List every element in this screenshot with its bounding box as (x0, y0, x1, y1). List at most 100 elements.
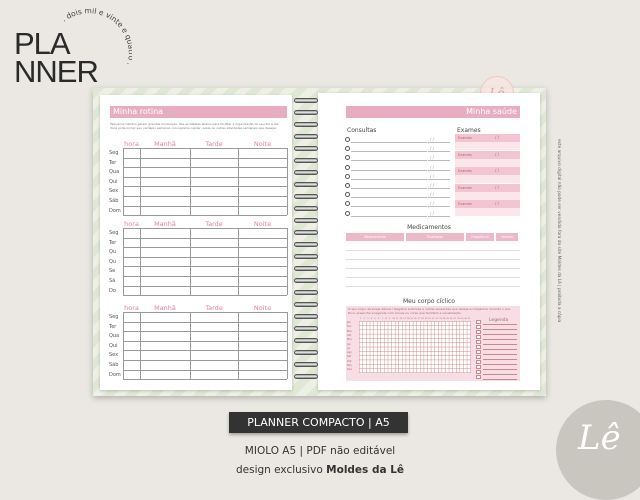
day-number: 6 (378, 318, 380, 320)
spiral-ring (294, 194, 318, 199)
brand-circle: Lê (556, 400, 640, 500)
row-line (123, 321, 287, 323)
row-line (123, 369, 287, 371)
row-line (123, 350, 287, 352)
ciclico-box: O seu corpo dá sinais diários ! Registre… (346, 306, 520, 381)
column-header-noite: Noite (253, 304, 272, 312)
row-line (123, 176, 287, 178)
day-number: 1 (360, 318, 362, 320)
consulta-line (351, 160, 427, 162)
exame-date: / / (495, 135, 499, 140)
consulta-line (351, 142, 427, 143)
day-number: 11 (396, 318, 399, 320)
spiral-ring (294, 230, 318, 235)
medicamento-row-line (346, 250, 520, 251)
legend-line (483, 374, 517, 375)
left-page: Minha rotina Pequenos hábitos geram gran… (100, 95, 292, 390)
day-label: Seg (109, 150, 119, 156)
spiral-ring (294, 302, 318, 307)
date-placeholder: / / (430, 155, 434, 161)
legend-line (483, 344, 517, 345)
column-line (123, 312, 124, 380)
date-placeholder: / / (430, 164, 434, 170)
spiral-ring (294, 278, 318, 283)
day-number: 22 (435, 318, 439, 320)
row-line (123, 215, 287, 217)
day-number: 28 (457, 318, 460, 320)
exame-date: / / (495, 151, 499, 157)
month-label: Set (347, 355, 352, 359)
spiral-ring (294, 98, 318, 103)
day-number: 8 (385, 318, 387, 320)
exame-row: Exames (455, 150, 520, 159)
medicamentos-column-header: Horário (496, 233, 518, 241)
spiral-ring (294, 290, 318, 295)
day-label: Qua (109, 333, 120, 340)
day-number: 12 (399, 318, 403, 320)
row-line (123, 237, 287, 239)
logo-line-2: NNER (14, 54, 99, 89)
spiral-ring (294, 374, 318, 379)
row-line (123, 340, 287, 342)
row-line (123, 295, 287, 297)
spiral-ring (294, 110, 318, 115)
row-line (123, 360, 287, 361)
medicamentos-column-header: Finalidade (406, 233, 464, 241)
checkbox-circle-icon (345, 146, 350, 152)
column-header-manhã: Manhã (154, 220, 176, 228)
date-placeholder: / / (430, 183, 434, 188)
spiral-ring (294, 254, 318, 259)
day-number: 9 (388, 318, 391, 320)
date-line (428, 160, 450, 162)
routine-title: Minha rotina (110, 106, 287, 118)
spiral-ring (294, 122, 318, 127)
month-label: Jul (347, 346, 351, 350)
day-number: 3 (367, 318, 369, 320)
logo-tagline-arc: . dois mil e vinte e quatro . (60, 8, 132, 66)
product-line-1: MIOLO A5 | PDF não editável (244, 445, 396, 457)
date-line (428, 188, 450, 189)
column-header-hora: hora (124, 140, 139, 148)
day-label: Qua (109, 169, 120, 176)
spiral-ring (294, 218, 318, 223)
product-tag: PLANNER COMPACTO | A5 (229, 412, 408, 433)
day-number: 30 (464, 318, 467, 320)
spiral-ring (294, 206, 318, 211)
date-placeholder: / / (430, 146, 434, 152)
consulta-line (351, 197, 427, 199)
exame-row: Exames (455, 134, 520, 142)
month-label: Abr (347, 333, 352, 337)
day-number: 2 (363, 318, 365, 320)
legend-line (483, 364, 517, 365)
row-line (123, 276, 287, 277)
exame-row: Exames (455, 183, 520, 192)
column-line (287, 148, 288, 216)
consultas-label: Consultas (347, 127, 377, 134)
legend-line (483, 324, 517, 325)
date-line (428, 151, 450, 153)
column-header-tarde: Tarde (205, 140, 223, 148)
exame-date: / / (495, 168, 499, 173)
legend-line (483, 349, 517, 350)
day-label: Qui (109, 178, 118, 185)
checkbox-circle-icon (345, 164, 350, 170)
legend-checkbox (476, 325, 481, 329)
row-line (123, 167, 287, 169)
copyright-note: este arquivo digital não pode ser vendid… (556, 139, 561, 323)
planner-logo: PLA NNER (14, 28, 99, 89)
day-label: Sáb (109, 362, 119, 368)
routine-description: Pequenos hábitos geram grandes mudanças.… (110, 122, 280, 130)
column-header-tarde: Tarde (205, 220, 223, 228)
row-line (123, 228, 287, 229)
day-number: 31 (468, 318, 471, 320)
consulta-line (351, 206, 427, 208)
month-label: Out (347, 359, 352, 363)
checkbox-circle-icon (345, 192, 350, 198)
row-line (123, 196, 287, 197)
brand-name: Moldes da Lê (326, 464, 405, 476)
date-line (428, 215, 450, 217)
month-label: Mai (347, 338, 352, 342)
day-label: Sex (109, 188, 119, 195)
date-placeholder: / / (430, 201, 434, 207)
line2-prefix: design exclusivo (235, 464, 327, 476)
